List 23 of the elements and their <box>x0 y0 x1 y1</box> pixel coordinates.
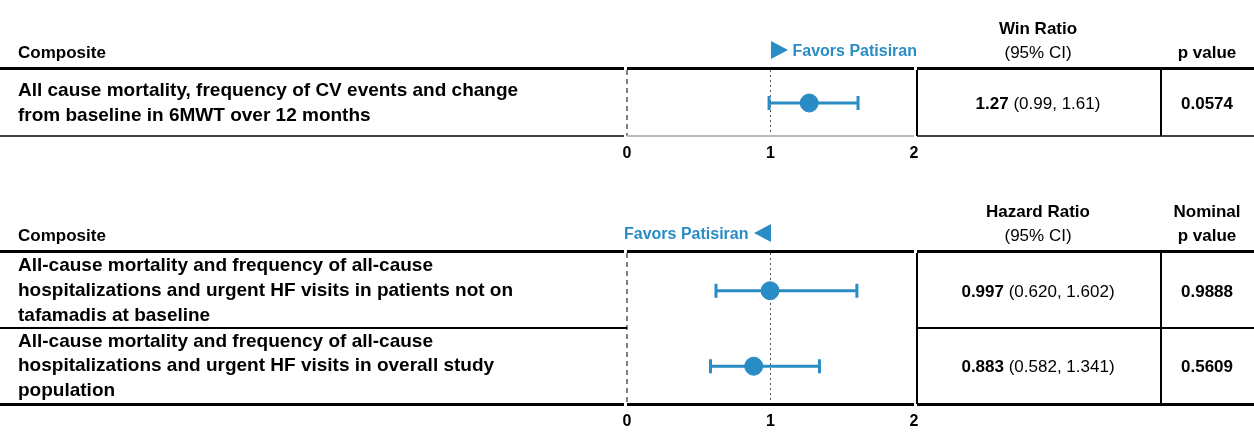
text: p value <box>1177 43 1237 62</box>
x-tick-label: 2 <box>909 411 919 429</box>
text: Favors Patisiran <box>792 42 917 59</box>
x-tick-label: 1 <box>766 144 776 162</box>
x-tick-label: 1 <box>766 411 776 429</box>
text: Hazard Ratio (95% CI) <box>986 202 1090 245</box>
text: 0.0574 <box>1181 94 1234 113</box>
text: 1.27 (0.99, 1.61) <box>975 94 1101 113</box>
text: 0.997 (0.620, 1.602) <box>961 281 1115 301</box>
y-tick-label: All cause mortality, frequency of CV events and change from baseline in 6MWT over 12 months <box>18 78 519 125</box>
text: Favors Patisiran <box>624 225 749 242</box>
y-tick-label: All-cause mortality and frequency of all-cause hospitalizations and urgent HF visits in overall study population <box>18 329 495 401</box>
y-axis-title: Composite <box>18 226 106 245</box>
x-tick-label: 2 <box>909 144 919 162</box>
x-tick-label: 0 <box>622 144 632 162</box>
text: 0.5609 <box>1181 357 1233 377</box>
text: 0.9888 <box>1181 281 1233 301</box>
text: 0.883 (0.582, 1.341) <box>961 357 1115 377</box>
x-tick-label: 0 <box>622 411 632 429</box>
text: Win Ratio (95% CI) <box>998 19 1078 62</box>
text: Nominal p value <box>1173 202 1241 245</box>
y-tick-label: All-cause mortality and frequency of all-cause hospitalizations and urgent HF visits in patients not on tafamadis at baseline <box>18 254 514 325</box>
y-axis-title: Composite <box>18 43 106 62</box>
